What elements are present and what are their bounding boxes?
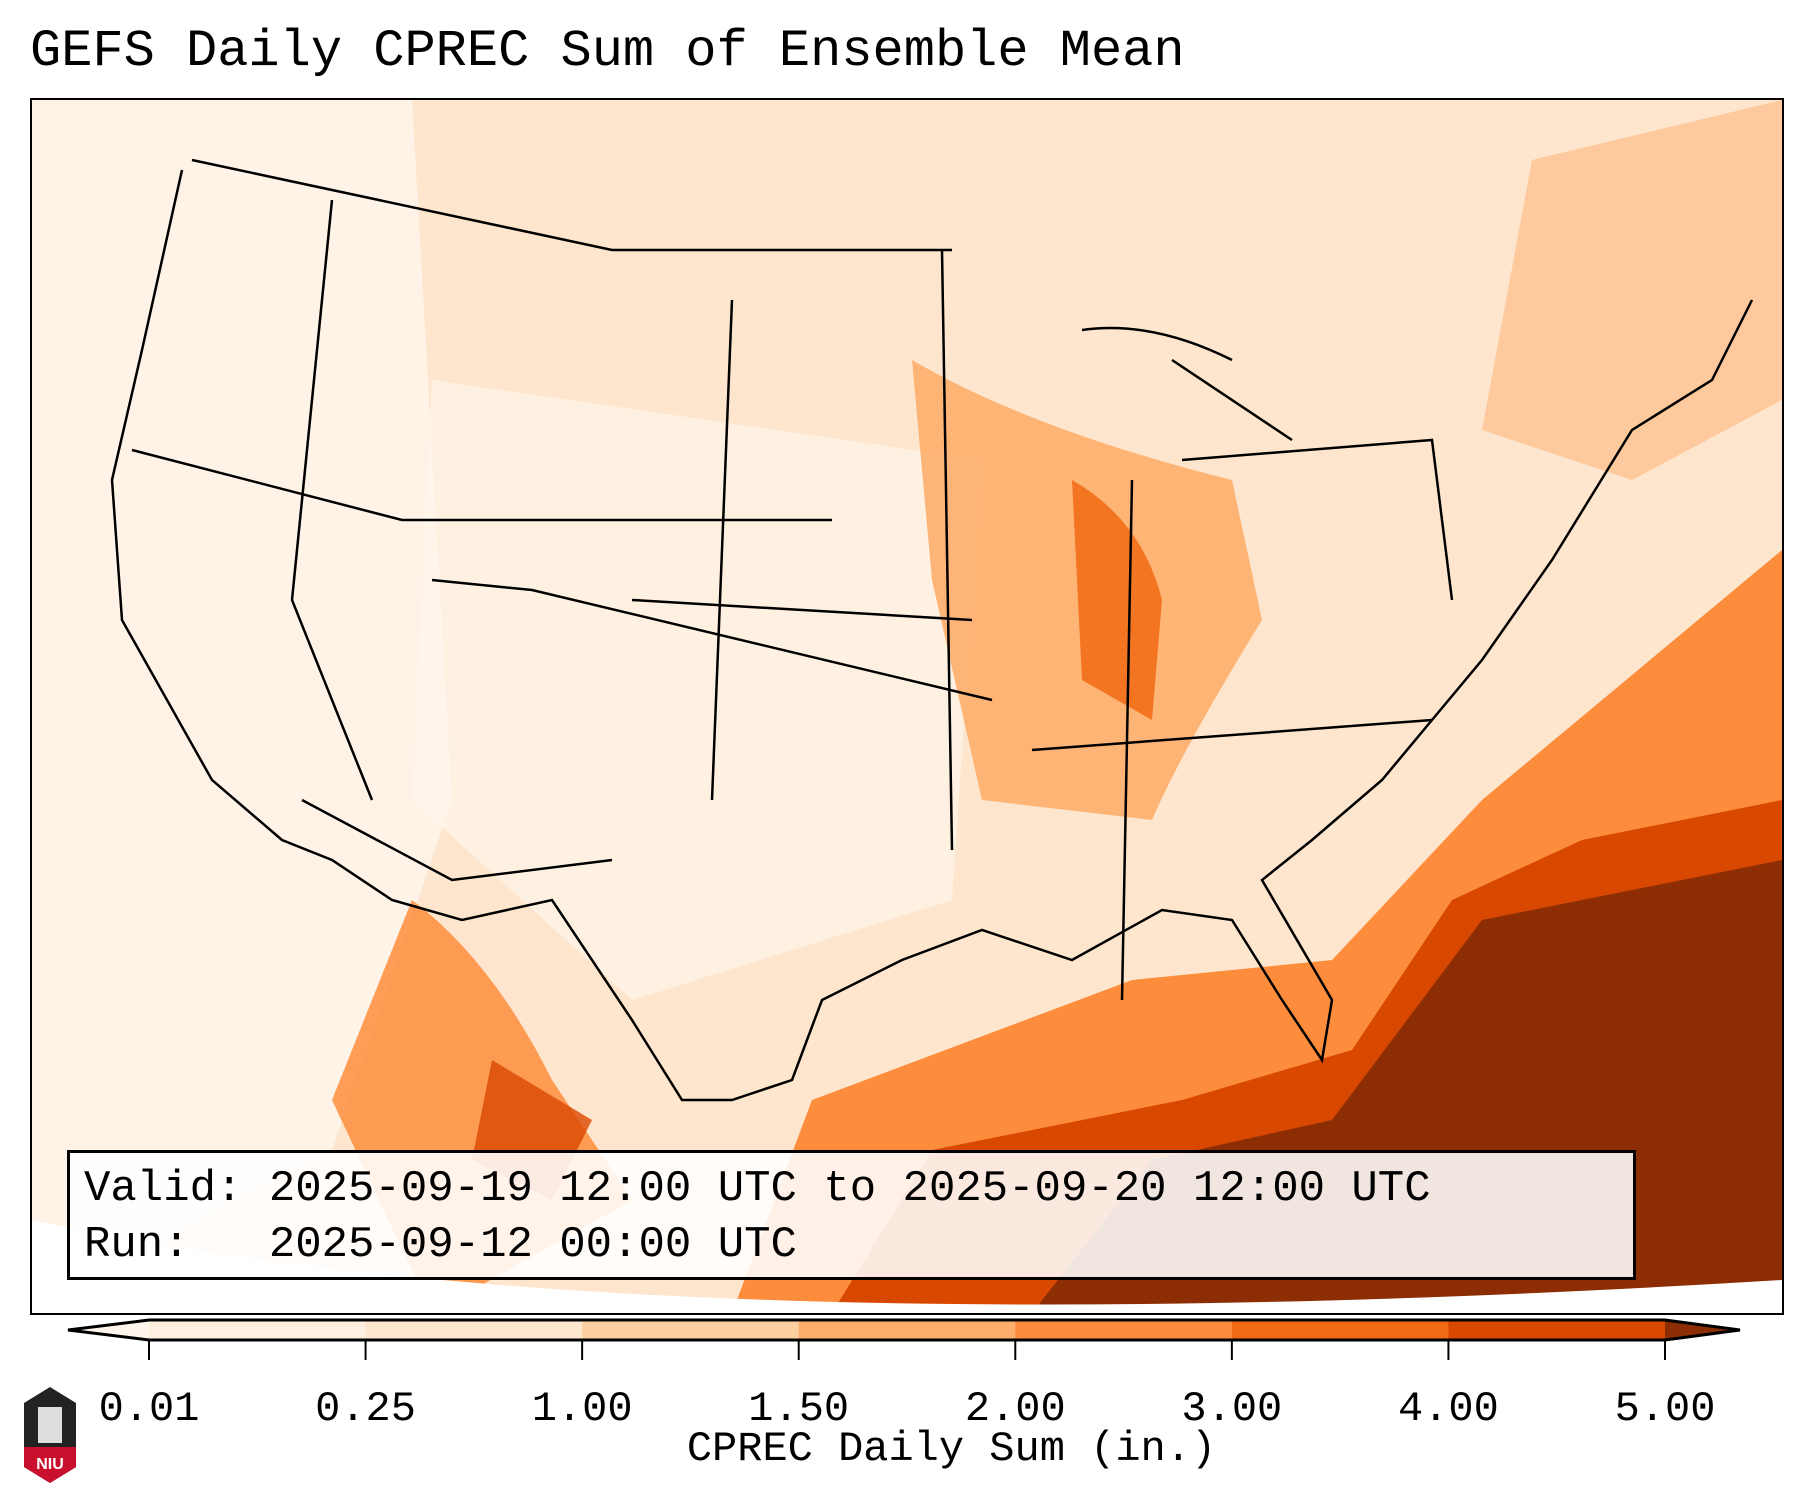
colorbar-tick-label: 1.00 — [531, 1385, 633, 1433]
logo-text: NIU — [36, 1456, 64, 1473]
colorbar-segment — [582, 1320, 800, 1340]
niu-logo-icon: NIU — [24, 1387, 76, 1483]
colorbar-segment — [1231, 1320, 1449, 1340]
colorbar-extend-low — [68, 1320, 149, 1340]
colorbar-tick-label: 0.01 — [98, 1385, 200, 1433]
colorbar-segment — [149, 1320, 367, 1340]
colorbar — [67, 1318, 1741, 1360]
colorbar-tick-label: 5.00 — [1614, 1385, 1716, 1433]
valid-time-text: Valid: 2025-09-19 12:00 UTC to 2025-09-2… — [84, 1164, 1431, 1214]
colorbar-tick-label: 4.00 — [1398, 1385, 1499, 1433]
colorbar-segment — [365, 1320, 583, 1340]
colorbar-tick-label: 2.00 — [964, 1385, 1066, 1433]
colorbar-extend-high — [1665, 1320, 1740, 1340]
colorbar-label: CPREC Daily Sum (in.) — [686, 1425, 1217, 1473]
colorbar-segment — [1448, 1320, 1666, 1340]
precip-map — [30, 98, 1784, 1315]
colorbar-tick-label: 0.25 — [315, 1385, 416, 1433]
colorbar-segment — [798, 1320, 1016, 1340]
colorbar-tick-label: 3.00 — [1181, 1385, 1283, 1433]
coastlines-borders — [110, 158, 1754, 1102]
chart-title: GEFS Daily CPREC Sum of Ensemble Mean — [30, 22, 1185, 81]
colorbar-tick-label: 1.50 — [748, 1385, 850, 1433]
run-time-text: Run: 2025-09-12 00:00 UTC — [84, 1220, 797, 1270]
colorbar-segment — [1015, 1320, 1233, 1340]
valid-run-info-box: Valid: 2025-09-19 12:00 UTC to 2025-09-2… — [67, 1150, 1636, 1280]
